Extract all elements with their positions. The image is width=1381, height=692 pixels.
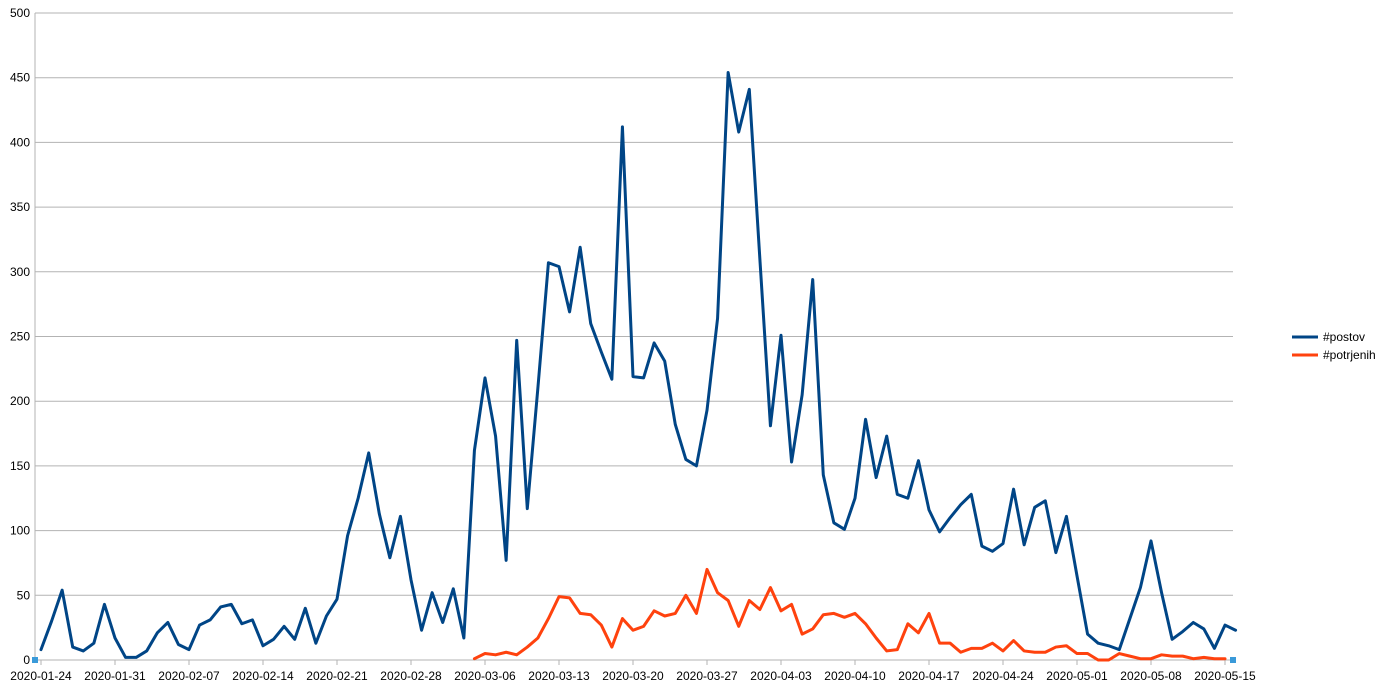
series-line-postov — [39, 71, 1238, 659]
x-tick-label: 2020-02-14 — [232, 669, 294, 683]
x-tick-label: 2020-05-01 — [1046, 669, 1108, 683]
x-tick-label: 2020-01-31 — [84, 669, 146, 683]
legend: #postov #potrjenih — [1292, 330, 1376, 362]
y-tick-label: 100 — [10, 524, 30, 538]
selection-handles[interactable] — [32, 657, 1236, 663]
x-tick-label: 2020-03-06 — [454, 669, 516, 683]
y-tick-label: 450 — [10, 71, 30, 85]
x-tick-label: 2020-02-21 — [306, 669, 368, 683]
series-line-potrjenih — [472, 567, 1227, 662]
x-tick-label: 2020-02-28 — [380, 669, 442, 683]
y-tick-label: 400 — [10, 135, 30, 149]
x-tick-label: 2020-03-20 — [602, 669, 664, 683]
legend-label: #postov — [1323, 330, 1365, 344]
y-tick-label: 150 — [10, 459, 30, 473]
x-tick-label: 2020-02-07 — [158, 669, 220, 683]
x-tick-label: 2020-04-10 — [824, 669, 886, 683]
y-tick-label: 0 — [23, 653, 30, 667]
gridlines — [35, 12, 1233, 596]
axes — [34, 13, 1233, 665]
x-axis-tick-labels: 2020-01-24 2020-01-31 2020-02-07 2020-02-14… — [10, 669, 1256, 683]
x-tick-label: 2020-04-17 — [898, 669, 960, 683]
series-lines — [39, 71, 1238, 662]
selection-handle[interactable] — [1230, 657, 1236, 663]
y-tick-label: 500 — [10, 6, 30, 20]
x-tick-label: 2020-01-24 — [10, 669, 72, 683]
y-tick-label: 350 — [10, 200, 30, 214]
y-tick-label: 200 — [10, 394, 30, 408]
x-tick-label: 2020-04-03 — [750, 669, 812, 683]
x-tick-label: 2020-04-24 — [972, 669, 1034, 683]
selection-handle[interactable] — [32, 657, 38, 663]
x-tick-label: 2020-03-27 — [676, 669, 738, 683]
x-tick-label: 2020-05-08 — [1120, 669, 1182, 683]
y-tick-label: 250 — [10, 330, 30, 344]
y-tick-label: 300 — [10, 265, 30, 279]
y-tick-label: 50 — [17, 588, 31, 602]
x-tick-label: 2020-05-15 — [1194, 669, 1256, 683]
x-tick-label: 2020-03-13 — [528, 669, 590, 683]
legend-label: #potrjenih — [1323, 348, 1376, 362]
y-axis-tick-labels: 0 50 100 150 200 250 300 350 400 450 500 — [10, 6, 30, 667]
